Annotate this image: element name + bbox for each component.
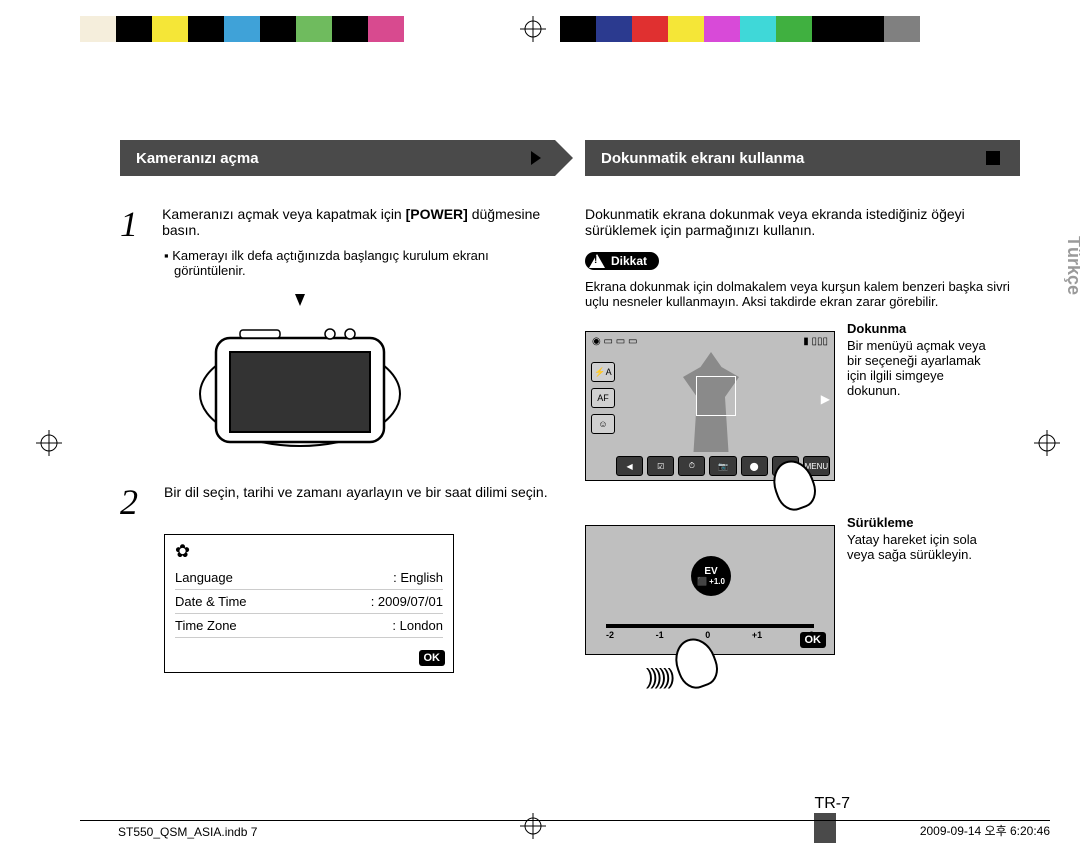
- warning-icon: [589, 254, 605, 268]
- touch-description: Dokunma Bir menüyü açmak veya bir seçene…: [847, 321, 997, 398]
- footer-filename: ST550_QSM_ASIA.indb 7: [118, 825, 257, 839]
- step-number-2: 2: [120, 484, 150, 520]
- bottombar-camera-icon[interactable]: 📷: [709, 456, 736, 476]
- play-icon: [531, 151, 541, 165]
- page-tab: [814, 813, 836, 843]
- footer-rule: [80, 820, 1050, 821]
- settings-row-language[interactable]: Language English: [175, 566, 443, 590]
- caution-text: Ekrana dokunmak için dolmakalem veya kur…: [585, 279, 1020, 309]
- registration-top: [520, 16, 546, 42]
- af-icon[interactable]: AF: [591, 388, 615, 408]
- settings-row-datetime[interactable]: Date & Time 2009/07/01: [175, 590, 443, 614]
- settings-row-timezone[interactable]: Time Zone London: [175, 614, 443, 638]
- ribbon-turn-on-camera: Kameranızı açma: [120, 140, 555, 176]
- step2-text: Bir dil seçin, tarihi ve zamanı ayarlayı…: [164, 484, 548, 520]
- bottombar-back-icon[interactable]: ◀: [616, 456, 643, 476]
- stop-icon: [986, 151, 1000, 165]
- bottombar-timer-icon[interactable]: ⏱: [678, 456, 705, 476]
- ok-button[interactable]: OK: [419, 650, 446, 666]
- touch-example-screen: ◉ ▭ ▭ ▭ ▮ ▯▯▯ ⚡A AF ☺ ▶ ◀ ☑ ⏱ 📷 ⬤ ⋯ ME: [585, 331, 835, 481]
- step1-sub: ▪ Kamerayı ilk defa açtığınızda başlangı…: [164, 248, 555, 278]
- finger-drag-illustration: [669, 633, 724, 694]
- ev-slider[interactable]: [606, 624, 814, 628]
- bottombar-ev-icon[interactable]: ☑: [647, 456, 674, 476]
- flash-icon[interactable]: ⚡A: [591, 362, 615, 382]
- page-number: TR-7: [814, 795, 850, 813]
- camera-illustration: [180, 294, 420, 454]
- bottombar-record-icon[interactable]: ⬤: [741, 456, 768, 476]
- drag-waves-icon: )))))): [646, 664, 672, 690]
- top-status-icons: ◉ ▭ ▭ ▭: [592, 336, 637, 347]
- ev-badge: EV ⬛ +1.0: [691, 556, 731, 596]
- colorbar-left: [80, 16, 440, 42]
- registration-right: [1034, 430, 1060, 456]
- ribbon-touchscreen: Dokunmatik ekranı kullanma: [585, 140, 1020, 176]
- step-number-1: 1: [120, 206, 148, 242]
- touch-intro-text: Dokunmatik ekrana dokunmak veya ekranda …: [585, 206, 1020, 238]
- registration-bottom: [520, 813, 546, 839]
- gear-icon: ✿: [175, 541, 443, 562]
- ev-slider-labels: -2 -1 0 +1 +2: [606, 630, 814, 640]
- battery-icon: ▮ ▯▯▯: [803, 336, 828, 347]
- ribbon-label: Dokunmatik ekranı kullanma: [601, 150, 804, 167]
- drag-description: Sürükleme Yatay hareket için sola veya s…: [847, 515, 997, 562]
- caution-badge: Dikkat: [585, 252, 659, 270]
- drag-example-screen: EV ⬛ +1.0 -2 -1 0 +1 +2 OK )))))): [585, 525, 835, 655]
- ok-button[interactable]: OK: [800, 632, 827, 648]
- footer-timestamp: 2009-09-14 오후 6:20:46: [920, 822, 1050, 839]
- registration-left: [36, 430, 62, 456]
- step1-text: Kameranızı açmak veya kapatmak için [POW…: [162, 206, 555, 242]
- side-language-tab: Türkçe: [1063, 236, 1080, 295]
- face-icon[interactable]: ☺: [591, 414, 615, 434]
- chevron-right-icon[interactable]: ▶: [821, 392, 830, 406]
- focus-box: [696, 376, 736, 416]
- colorbar-right: [560, 16, 920, 42]
- settings-panel: ✿ Language English Date & Time 2009/07/0…: [164, 534, 454, 673]
- ribbon-label: Kameranızı açma: [136, 150, 259, 167]
